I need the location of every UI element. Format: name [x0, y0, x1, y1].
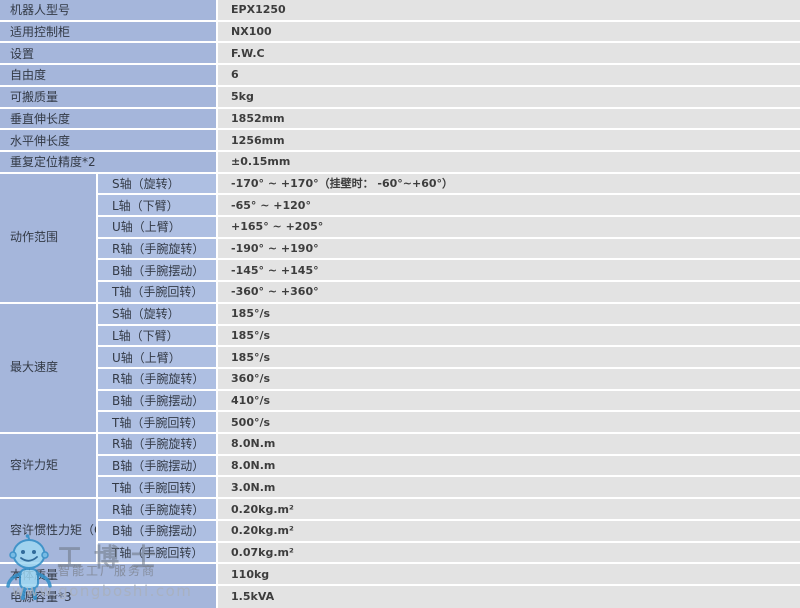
table-row: U轴（上臂） +165° ~ +205° [0, 217, 800, 239]
axis-label-cell: S轴（旋转） [98, 303, 219, 326]
spec-label-cell: 机器人型号 [0, 0, 219, 22]
spec-value-cell: ±0.15mm [218, 151, 800, 174]
axis-label-cell: R轴（手腕旋转） [98, 238, 219, 261]
spec-value-cell: 8.0N.m [218, 434, 800, 456]
spec-label-cell: 电源容量*3 [0, 585, 219, 608]
table-row: 重复定位精度*2 ±0.15mm [0, 151, 800, 174]
table-row: 机器人型号 EPX1250 [0, 0, 800, 22]
spec-label-cell: 自由度 [0, 65, 219, 87]
axis-label-cell: T轴（手腕回转） [98, 542, 219, 565]
spec-value-cell: 5kg [218, 86, 800, 109]
table-row: B轴（手腕摆动） 0.20kg.m² [0, 520, 800, 543]
spec-value-cell: -190° ~ +190° [218, 238, 800, 261]
spec-value-cell: +165° ~ +205° [218, 217, 800, 239]
table-row: 自由度 6 [0, 65, 800, 87]
table-row: R轴（手腕旋转） 360°/s [0, 368, 800, 391]
table-row: U轴（上臂） 185°/s [0, 347, 800, 369]
table-row: T轴（手腕回转） 3.0N.m [0, 477, 800, 500]
axis-label-cell: U轴（上臂） [98, 347, 219, 369]
axis-label-cell: T轴（手腕回转） [98, 412, 219, 435]
table-row: 适用控制柜 NX100 [0, 21, 800, 44]
table-row: 动作范围 S轴（旋转） -170° ~ +170°（挂壁时： -60°~+60°… [0, 173, 800, 304]
spec-value-cell: -65° ~ +120° [218, 195, 800, 218]
table-row: 电源容量*3 1.5kVA [0, 585, 800, 608]
axis-label-cell: L轴（下臂） [98, 325, 219, 348]
table-row: B轴（手腕摆动） -145° ~ +145° [0, 260, 800, 283]
axis-label-cell: B轴（手腕摆动） [98, 455, 219, 478]
table-row: T轴（手腕回转） 0.07kg.m² [0, 542, 800, 565]
spec-label-cell: 适用控制柜 [0, 21, 219, 44]
table-row: 设置 F.W.C [0, 43, 800, 66]
spec-value-cell: F.W.C [218, 43, 800, 66]
spec-label-cell: 垂直伸长度 [0, 108, 219, 131]
table-row: L轴（下臂） -65° ~ +120° [0, 195, 800, 218]
spec-value-cell: 1852mm [218, 108, 800, 131]
table-row: 垂直伸长度 1852mm [0, 108, 800, 131]
spec-value-cell: 0.20kg.m² [218, 499, 800, 521]
axis-label-cell: R轴（手腕旋转） [98, 499, 219, 521]
table-row: B轴（手腕摆动） 8.0N.m [0, 455, 800, 478]
spec-value-cell: -360° ~ +360° [218, 282, 800, 304]
spec-value-cell: 0.07kg.m² [218, 542, 800, 565]
axis-label-cell: B轴（手腕摆动） [98, 260, 219, 283]
spec-label-cell: 水平伸长度 [0, 130, 219, 152]
spec-value-cell: 185°/s [218, 347, 800, 369]
spec-value-cell: 8.0N.m [218, 455, 800, 478]
spec-label-cell: 可搬质量 [0, 86, 219, 109]
axis-label-cell: T轴（手腕回转） [98, 282, 219, 304]
spec-label-cell: 重复定位精度*2 [0, 151, 219, 174]
spec-value-cell: 6 [218, 65, 800, 87]
axis-label-cell: U轴（上臂） [98, 217, 219, 239]
spec-value-cell: -145° ~ +145° [218, 260, 800, 283]
spec-value-cell: NX100 [218, 21, 800, 44]
spec-value-cell: 3.0N.m [218, 477, 800, 500]
spec-value-cell: 500°/s [218, 412, 800, 435]
group-label-cell: 最大速度 [0, 303, 98, 435]
spec-value-cell: 360°/s [218, 368, 800, 391]
table-row: 容许惯性力矩（GD2/4） R轴（手腕旋转） 0.20kg.m² [0, 499, 800, 565]
table-row: 水平伸长度 1256mm [0, 130, 800, 152]
axis-label-cell: B轴（手腕摆动） [98, 390, 219, 413]
table-row: 容许力矩 R轴（手腕旋转） 8.0N.m [0, 434, 800, 500]
spec-value-cell: 1.5kVA [218, 585, 800, 608]
table-row: T轴（手腕回转） -360° ~ +360° [0, 282, 800, 304]
spec-label-cell: 设置 [0, 43, 219, 66]
table-row: 最大速度 S轴（旋转） 185°/s [0, 303, 800, 435]
axis-label-cell: B轴（手腕摆动） [98, 520, 219, 543]
table-row: B轴（手腕摆动） 410°/s [0, 390, 800, 413]
table-row: 可搬质量 5kg [0, 86, 800, 109]
group-label-cell: 容许惯性力矩（GD2/4） [0, 499, 98, 565]
spec-value-cell: 185°/s [218, 303, 800, 326]
table-row: R轴（手腕旋转） -190° ~ +190° [0, 238, 800, 261]
spec-label-cell: 本体质量 [0, 564, 219, 586]
table-row: T轴（手腕回转） 500°/s [0, 412, 800, 435]
axis-label-cell: L轴（下臂） [98, 195, 219, 218]
axis-label-cell: S轴（旋转） [98, 173, 219, 196]
spec-value-cell: 410°/s [218, 390, 800, 413]
spec-value-cell: 110kg [218, 564, 800, 586]
spec-value-cell: 0.20kg.m² [218, 520, 800, 543]
table-row: L轴（下臂） 185°/s [0, 325, 800, 348]
group-label-cell: 动作范围 [0, 173, 98, 304]
axis-label-cell: T轴（手腕回转） [98, 477, 219, 500]
spec-value-cell: EPX1250 [218, 0, 800, 22]
axis-label-cell: R轴（手腕旋转） [98, 368, 219, 391]
table-row: 本体质量 110kg [0, 564, 800, 586]
axis-label-cell: R轴（手腕旋转） [98, 434, 219, 456]
spec-value-cell: -170° ~ +170°（挂壁时： -60°~+60°） [218, 173, 800, 196]
group-label-cell: 容许力矩 [0, 434, 98, 500]
spec-value-cell: 1256mm [218, 130, 800, 152]
spec-value-cell: 185°/s [218, 325, 800, 348]
